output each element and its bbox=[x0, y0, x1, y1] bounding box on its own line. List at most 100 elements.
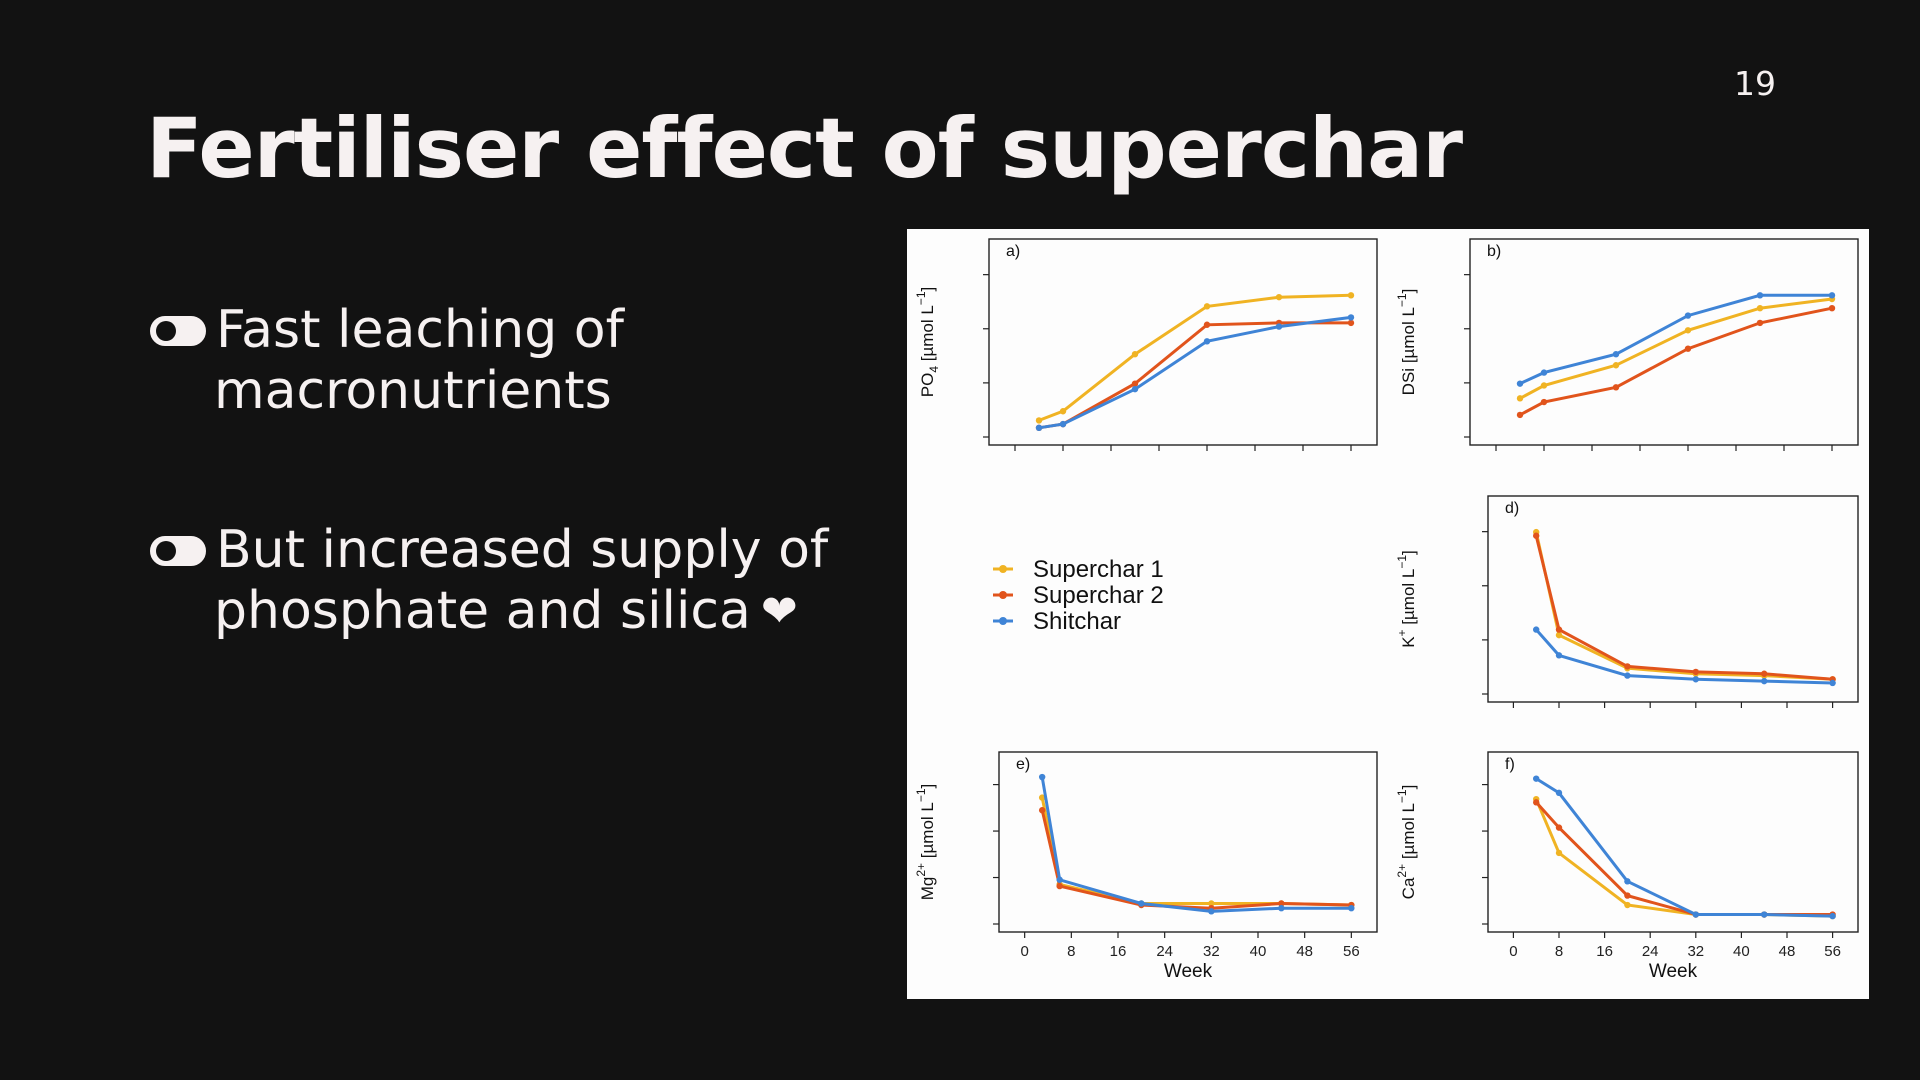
series-line bbox=[1519, 293, 1832, 385]
data-point bbox=[1203, 303, 1211, 310]
chart-panel-b: b) DSi [µmol L−1] bbox=[1395, 238, 1859, 451]
x-axis-label: Week bbox=[1649, 961, 1698, 982]
data-point bbox=[1347, 314, 1355, 321]
data-point bbox=[1624, 878, 1631, 885]
figure-panel: a) PO4 [µmol L−1] b) DSi [µmol L−1] d) K+ [µm… bbox=[907, 229, 1869, 999]
data-point bbox=[1038, 794, 1046, 801]
chart-panel-a: a) PO4 [µmol L−1] bbox=[914, 238, 1378, 451]
data-point bbox=[1756, 319, 1764, 327]
data-point bbox=[1533, 799, 1540, 806]
x-tick-label: 0 bbox=[1020, 943, 1028, 960]
x-tick-label: 8 bbox=[1067, 943, 1075, 960]
data-point bbox=[1828, 305, 1836, 312]
data-point bbox=[1829, 912, 1836, 920]
data-point bbox=[1516, 380, 1524, 387]
data-point bbox=[1533, 626, 1540, 633]
legend-label: Superchar 2 bbox=[1033, 582, 1164, 609]
panel-label: b) bbox=[1487, 243, 1501, 260]
data-point bbox=[1059, 408, 1067, 415]
legend-marker bbox=[999, 565, 1007, 573]
bullet-item: But increased supply of phosphate and si… bbox=[150, 520, 840, 642]
data-point bbox=[1131, 351, 1139, 358]
data-point bbox=[1692, 676, 1699, 683]
data-point bbox=[1038, 773, 1046, 781]
data-point bbox=[1612, 351, 1620, 358]
legend-label: Shitchar bbox=[1033, 608, 1121, 635]
chart-panel-e: 0 8 16 24 32 40 48 56 Week e) Mg2+ [µmol L−1] bbox=[914, 751, 1378, 982]
y-axis-label: Ca2+ [µmol L−1] bbox=[1395, 785, 1418, 900]
series-line bbox=[1038, 315, 1352, 430]
data-point bbox=[1761, 677, 1768, 685]
data-point bbox=[1692, 911, 1699, 918]
data-point bbox=[1138, 900, 1145, 907]
y-axis-label: K+ [µmol L−1] bbox=[1395, 550, 1418, 648]
data-point bbox=[1684, 327, 1692, 334]
x-tick-label: 48 bbox=[1296, 943, 1313, 960]
data-point bbox=[1208, 900, 1215, 907]
data-point bbox=[1533, 532, 1540, 539]
series-line bbox=[1519, 297, 1833, 400]
x-tick-label: 16 bbox=[1596, 943, 1613, 960]
data-point bbox=[1516, 411, 1524, 419]
data-point bbox=[1555, 626, 1563, 633]
x-tick-label: 32 bbox=[1203, 943, 1220, 960]
data-point bbox=[1203, 338, 1211, 345]
data-point bbox=[1516, 395, 1524, 402]
data-point bbox=[1756, 292, 1764, 299]
panel-label: d) bbox=[1505, 500, 1519, 517]
data-point bbox=[1540, 398, 1548, 406]
plot-frame bbox=[1487, 751, 1859, 933]
data-point bbox=[1275, 323, 1283, 330]
bullet-line: macronutrients bbox=[214, 361, 612, 421]
panel-label: a) bbox=[1006, 243, 1020, 260]
data-point bbox=[1761, 911, 1768, 918]
plot-frame bbox=[988, 238, 1378, 446]
series-line bbox=[1040, 776, 1352, 913]
data-point bbox=[1624, 672, 1631, 679]
panel-label: e) bbox=[1016, 756, 1030, 773]
x-tick-label: 56 bbox=[1824, 943, 1841, 960]
data-point bbox=[1684, 312, 1692, 319]
series-line bbox=[1519, 306, 1833, 417]
plot-frame bbox=[998, 751, 1378, 933]
data-point bbox=[1555, 789, 1563, 797]
series-line bbox=[1535, 628, 1833, 685]
x-tick-label: 8 bbox=[1555, 943, 1563, 960]
legend-marker bbox=[999, 591, 1007, 599]
data-point bbox=[1347, 292, 1355, 299]
data-point bbox=[1035, 424, 1043, 431]
data-point bbox=[1348, 905, 1355, 912]
x-tick-label: 16 bbox=[1110, 943, 1127, 960]
data-point bbox=[1059, 420, 1067, 428]
data-point bbox=[1275, 293, 1283, 301]
data-point bbox=[1692, 668, 1699, 676]
series-line bbox=[1040, 809, 1352, 910]
data-point bbox=[1555, 849, 1563, 857]
data-point bbox=[1756, 305, 1764, 312]
data-point bbox=[1038, 807, 1046, 814]
slide-title: Fertiliser effect of superchar bbox=[146, 100, 1463, 197]
data-point bbox=[1131, 380, 1139, 387]
data-point bbox=[1555, 652, 1563, 659]
heart-icon: ❤ bbox=[760, 586, 798, 637]
series-line bbox=[1534, 535, 1833, 681]
data-point bbox=[1056, 876, 1063, 883]
bullet-item: Fast leaching of macronutrients bbox=[150, 300, 840, 422]
data-point bbox=[1278, 900, 1285, 907]
data-point bbox=[1555, 824, 1563, 831]
chart-panel-d: d) K+ [µmol L−1] bbox=[1395, 495, 1859, 708]
data-point bbox=[1540, 369, 1548, 376]
data-point bbox=[1056, 882, 1063, 890]
data-point bbox=[1208, 908, 1215, 915]
plot-frame bbox=[1469, 238, 1859, 446]
x-axis-label: Week bbox=[1164, 961, 1213, 982]
bullet-line: But increased supply of bbox=[216, 520, 829, 580]
x-tick-label: 0 bbox=[1509, 943, 1517, 960]
data-point bbox=[1131, 385, 1139, 393]
data-point bbox=[1828, 292, 1836, 299]
x-tick-label: 56 bbox=[1343, 943, 1360, 960]
x-tick-label: 32 bbox=[1687, 943, 1704, 960]
y-axis-label: Mg2+ [µmol L−1] bbox=[914, 784, 937, 901]
x-tick-label: 24 bbox=[1642, 943, 1659, 960]
series-line bbox=[1534, 531, 1833, 681]
